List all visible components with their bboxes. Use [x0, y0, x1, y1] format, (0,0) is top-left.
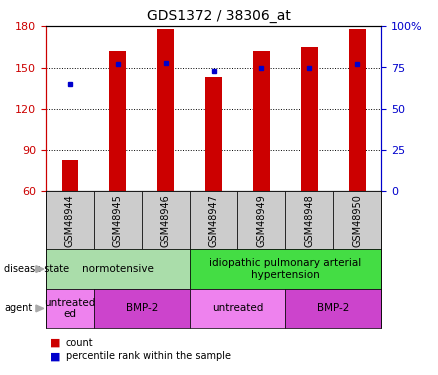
Polygon shape	[36, 305, 44, 312]
Text: GSM48949: GSM48949	[256, 194, 266, 247]
Text: BMP-2: BMP-2	[317, 303, 350, 313]
Text: untreated
ed: untreated ed	[44, 298, 95, 319]
Text: ■: ■	[50, 351, 61, 361]
Text: BMP-2: BMP-2	[126, 303, 158, 313]
Text: untreated: untreated	[212, 303, 263, 313]
Text: GSM48944: GSM48944	[65, 194, 75, 247]
Bar	[205, 77, 222, 191]
Bar	[349, 29, 365, 191]
Bar	[301, 47, 318, 191]
Text: GSM48948: GSM48948	[304, 194, 314, 247]
Polygon shape	[36, 266, 44, 272]
Bar	[62, 160, 78, 191]
Text: normotensive: normotensive	[82, 264, 154, 274]
Bar	[253, 51, 270, 191]
Bar	[110, 51, 126, 191]
Text: count: count	[66, 338, 93, 348]
Text: percentile rank within the sample: percentile rank within the sample	[66, 351, 231, 361]
Text: agent: agent	[4, 303, 32, 313]
Text: GDS1372 / 38306_at: GDS1372 / 38306_at	[147, 9, 291, 23]
Text: GSM48947: GSM48947	[208, 194, 219, 247]
Text: idiopathic pulmonary arterial
hypertension: idiopathic pulmonary arterial hypertensi…	[209, 258, 361, 280]
Text: GSM48946: GSM48946	[161, 194, 171, 247]
Text: GSM48950: GSM48950	[352, 194, 362, 247]
Bar	[157, 29, 174, 191]
Text: disease state: disease state	[4, 264, 70, 274]
Text: ■: ■	[50, 338, 61, 348]
Text: GSM48945: GSM48945	[113, 194, 123, 247]
